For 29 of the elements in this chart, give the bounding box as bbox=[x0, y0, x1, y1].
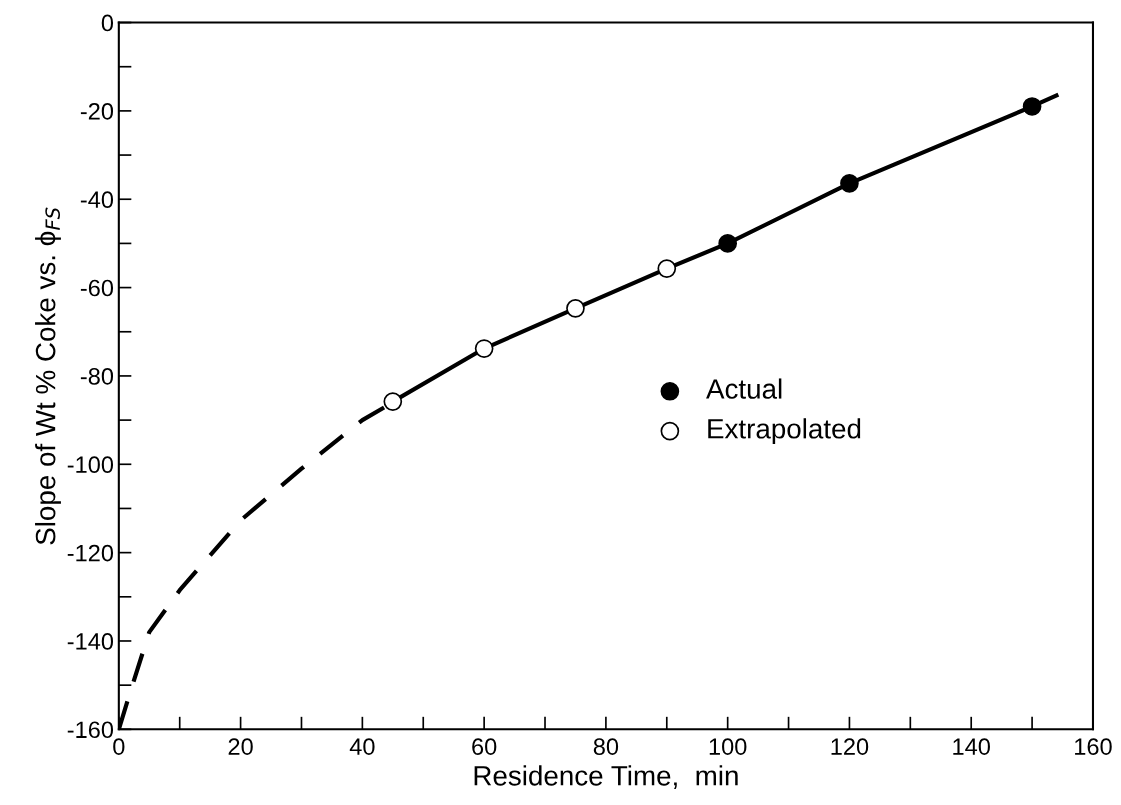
point bbox=[474, 339, 494, 358]
x-tick-label: 60 bbox=[472, 738, 497, 756]
legend-label: Extrapolated bbox=[708, 418, 861, 445]
y-tick-label: -120 bbox=[67, 544, 114, 562]
y-tick-label: -40 bbox=[80, 191, 114, 209]
point bbox=[566, 299, 585, 318]
x-tick-label: 160 bbox=[1075, 738, 1112, 756]
x-tick-label: 100 bbox=[709, 738, 747, 756]
legend-label: Actual bbox=[706, 378, 782, 399]
y-tick-label: -100 bbox=[67, 456, 114, 474]
point bbox=[840, 173, 859, 193]
y-tick-label: -140 bbox=[67, 633, 114, 650]
y-tick-label: -160 bbox=[67, 721, 114, 739]
y-tick-label: -80 bbox=[80, 368, 114, 385]
y-tick-label: -20 bbox=[80, 102, 114, 120]
x-tick-label: 140 bbox=[953, 738, 990, 756]
x-tick-label: 80 bbox=[593, 738, 619, 756]
x-tick-label: 120 bbox=[831, 738, 869, 756]
y-tick-label: 0 bbox=[101, 14, 114, 32]
point bbox=[383, 392, 403, 411]
y-axis-title: Slope of Wt % Coke vs. ϕ$_{FS}$ bbox=[35, 207, 61, 545]
x-tick-label: 20 bbox=[228, 738, 253, 756]
x-axis-title: Residence Time, min bbox=[474, 765, 738, 789]
x-tick-label: 0 bbox=[113, 738, 125, 756]
point bbox=[718, 234, 738, 253]
point bbox=[1022, 97, 1042, 116]
point bbox=[657, 259, 677, 278]
y-tick-label: -60 bbox=[80, 279, 114, 297]
x-tick-label: 40 bbox=[349, 738, 375, 756]
